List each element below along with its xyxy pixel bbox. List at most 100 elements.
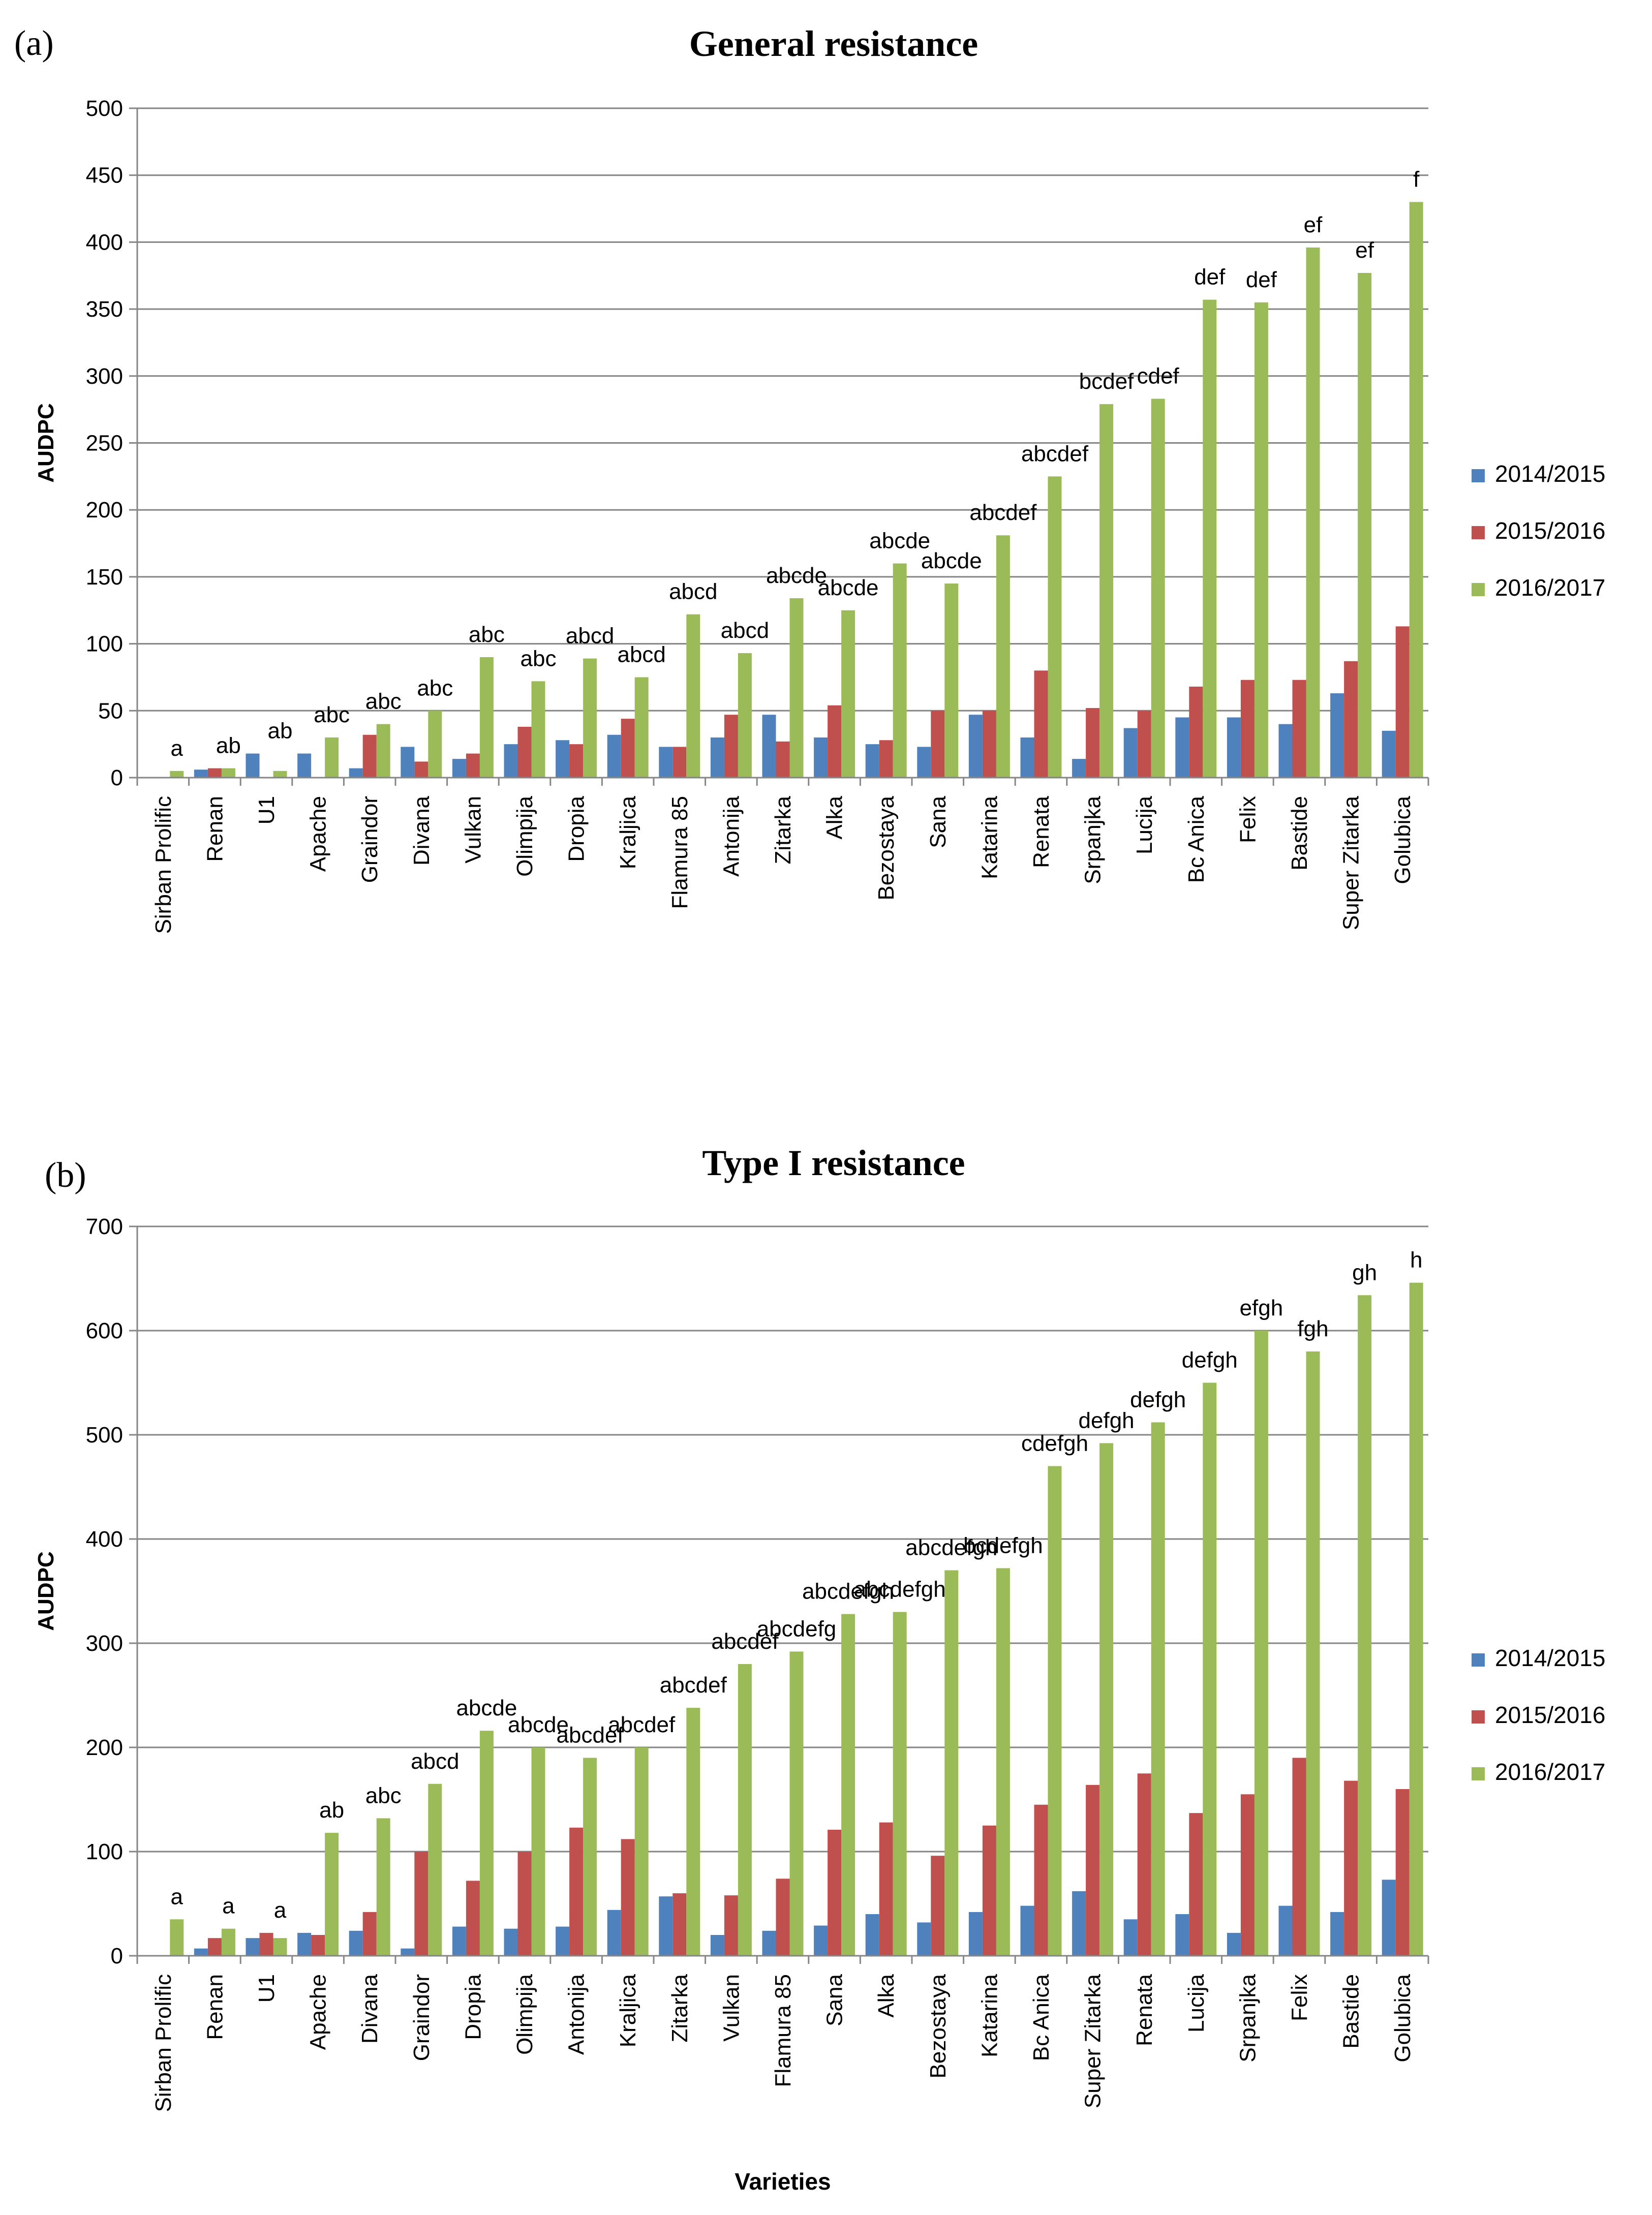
significance-label: abcd	[566, 624, 614, 649]
bar-2016-2017	[841, 610, 855, 778]
bar-2014-2015	[659, 1896, 673, 1956]
x-tick-label: Flamura 85	[667, 796, 692, 909]
y-tick-label: 150	[86, 565, 123, 590]
bar-2016-2017	[738, 1664, 752, 1956]
x-tick-label: Vulkan	[719, 1974, 744, 2042]
x-tick-label: Golubica	[1390, 795, 1415, 884]
bar-2014-2015	[297, 1932, 312, 1956]
bar-2014-2015	[710, 1935, 724, 1956]
bar-2015-2016	[569, 1827, 584, 1956]
x-tick-label: Srpanjka	[1235, 1974, 1260, 2062]
bar-2014-2015	[1382, 1880, 1396, 1956]
significance-label: ab	[319, 1798, 344, 1823]
bar-2015-2016	[259, 1932, 273, 1956]
significance-label: abcdef	[711, 1629, 779, 1654]
bar-2014-2015	[659, 747, 673, 778]
bar-2016-2017	[1409, 202, 1423, 778]
significance-label: ab	[268, 719, 293, 744]
significance-label: f	[1413, 167, 1420, 192]
x-tick-label: Divana	[409, 795, 434, 865]
legend-label: 2016/2017	[1495, 1759, 1605, 1785]
bar-2014-2015	[762, 1930, 776, 1956]
bar-2014-2015	[968, 715, 983, 778]
bar-2015-2016	[517, 726, 532, 778]
x-tick-label: Bastide	[1339, 1974, 1364, 2049]
bar-2015-2016	[362, 734, 377, 778]
legend-swatch	[1472, 469, 1485, 482]
bar-2016-2017	[1048, 1466, 1062, 1956]
bar-2015-2016	[879, 740, 893, 778]
bar-2014-2015	[1278, 724, 1293, 778]
x-tick-label: Vulkan	[461, 796, 485, 864]
x-tick-label: Alka	[822, 795, 847, 839]
x-tick-label: Divana	[357, 1974, 382, 2043]
bar-2015-2016	[207, 1938, 222, 1956]
bar-2016-2017	[944, 583, 959, 778]
bar-2016-2017	[686, 614, 700, 778]
legend-label: 2014/2015	[1495, 460, 1605, 487]
bar-2016-2017	[325, 737, 339, 778]
bar-2015-2016	[931, 711, 945, 778]
x-tick-label: Dropia	[564, 795, 589, 862]
bar-2016-2017	[1151, 398, 1165, 778]
bar-2015-2016	[621, 719, 635, 778]
bar-2015-2016	[1034, 1804, 1048, 1956]
significance-label: a	[171, 1884, 183, 1909]
bar-2014-2015	[710, 737, 724, 778]
bar-2014-2015	[504, 744, 518, 778]
bar-2015-2016	[982, 1825, 996, 1956]
significance-label: cdefgh	[1021, 1431, 1088, 1456]
bar-2015-2016	[621, 1839, 635, 1956]
significance-label: bcdefgh	[963, 1533, 1043, 1558]
bar-2014-2015	[401, 747, 415, 778]
bar-2015-2016	[672, 747, 687, 778]
significance-label: defgh	[1130, 1387, 1186, 1412]
bar-2016-2017	[634, 1747, 649, 1956]
significance-label: abcd	[669, 579, 717, 604]
bar-2015-2016	[982, 711, 996, 778]
bar-2015-2016	[1292, 1758, 1306, 1956]
x-tick-label: Zitarka	[771, 795, 796, 864]
bar-2016-2017	[1409, 1282, 1423, 1956]
x-tick-label: U1	[254, 796, 279, 824]
bar-2014-2015	[1330, 693, 1344, 778]
x-tick-label: Golubica	[1390, 1974, 1415, 2062]
bar-2015-2016	[414, 761, 429, 778]
bar-2016-2017	[841, 1614, 855, 1956]
significance-label: abcdef	[608, 1712, 676, 1737]
x-tick-label: Super Zitarka	[1339, 795, 1364, 930]
y-tick-label: 50	[98, 698, 123, 723]
legend-label: 2015/2016	[1495, 517, 1605, 544]
bar-2015-2016	[362, 1912, 377, 1956]
significance-label: abc	[521, 646, 557, 671]
bar-2014-2015	[814, 1925, 828, 1956]
bar-2014-2015	[762, 715, 776, 778]
significance-label: fgh	[1297, 1316, 1328, 1341]
bar-2016-2017	[170, 1919, 184, 1956]
bar-2016-2017	[1358, 1295, 1372, 1956]
bar-2015-2016	[207, 768, 222, 778]
significance-label: gh	[1352, 1260, 1377, 1285]
legend-label: 2015/2016	[1495, 1702, 1605, 1728]
bar-2016-2017	[428, 1783, 442, 1956]
significance-label: abcdefgh	[854, 1577, 946, 1602]
bar-2014-2015	[917, 1922, 931, 1956]
significance-label: abcdefg	[757, 1616, 837, 1641]
legend-swatch	[1472, 1653, 1485, 1667]
bar-2015-2016	[1240, 1794, 1255, 1956]
y-tick-label: 200	[86, 498, 123, 522]
bar-2016-2017	[583, 658, 597, 778]
bar-2016-2017	[944, 1570, 959, 1956]
bar-2014-2015	[1175, 1914, 1189, 1956]
bar-2016-2017	[789, 598, 804, 778]
y-tick-label: 500	[86, 96, 123, 121]
y-tick-label: 200	[86, 1735, 123, 1760]
bar-2016-2017	[428, 711, 442, 778]
x-tick-label: Super Zitarka	[1081, 1974, 1106, 2108]
significance-label: abcde	[766, 563, 827, 588]
bar-2015-2016	[517, 1852, 532, 1956]
bar-2014-2015	[349, 768, 363, 778]
bar-2016-2017	[1203, 299, 1217, 778]
bar-2014-2015	[452, 1926, 466, 1956]
